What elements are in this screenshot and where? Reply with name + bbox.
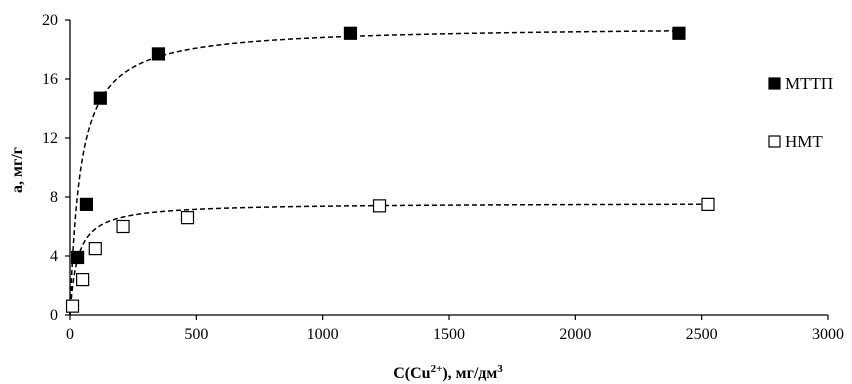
fit-curves [69,30,708,316]
y-tick-label: 16 [42,71,58,88]
data-point-series-2 [116,219,130,234]
x-axis-title: C(Cu2+), мг/дм3 [393,363,503,382]
fit-curve-series-2 [69,203,708,316]
x-tick-label: 2500 [686,326,718,343]
legend-marker-series-1 [768,77,781,90]
y-axis-title: a, мг/г [9,147,26,193]
data-point-series-1 [151,47,166,61]
legend-label-series-1: МТТП [785,74,833,93]
y-tick-label: 4 [50,248,58,265]
axes [69,20,828,316]
y-tick-label: 12 [42,130,58,147]
fit-curve-series-1 [69,30,679,315]
x-tick-label: 2000 [559,326,591,343]
data-point-series-2 [372,199,387,213]
x-tick-label: 3000 [812,326,844,343]
data-points [65,26,715,313]
data-point-series-2 [65,299,80,313]
x-tick-label: 0 [66,326,74,343]
data-point-series-2 [180,211,195,225]
data-point-series-2 [88,242,102,256]
data-point-series-1 [70,250,85,265]
x-tick-label: 1000 [307,326,339,343]
legend: МТТП НМТ [768,74,833,151]
x-tick-label: 500 [184,326,208,343]
y-tick-label: 8 [50,189,58,206]
data-point-series-1 [93,91,107,105]
y-tick-label: 20 [42,12,58,29]
data-point-series-2 [76,273,90,287]
y-tick-label: 0 [50,307,58,324]
legend-marker-series-2 [768,135,781,148]
data-point-series-1 [343,26,358,40]
legend-label-series-2: НМТ [785,132,823,151]
ticks: 0 4 8 12 16 20 0 500 1000 1500 2000 2500 3000 [42,12,844,343]
data-point-series-2 [701,197,715,211]
data-point-series-1 [672,26,686,40]
data-point-series-1 [79,197,94,211]
x-tick-label: 1500 [433,326,465,343]
